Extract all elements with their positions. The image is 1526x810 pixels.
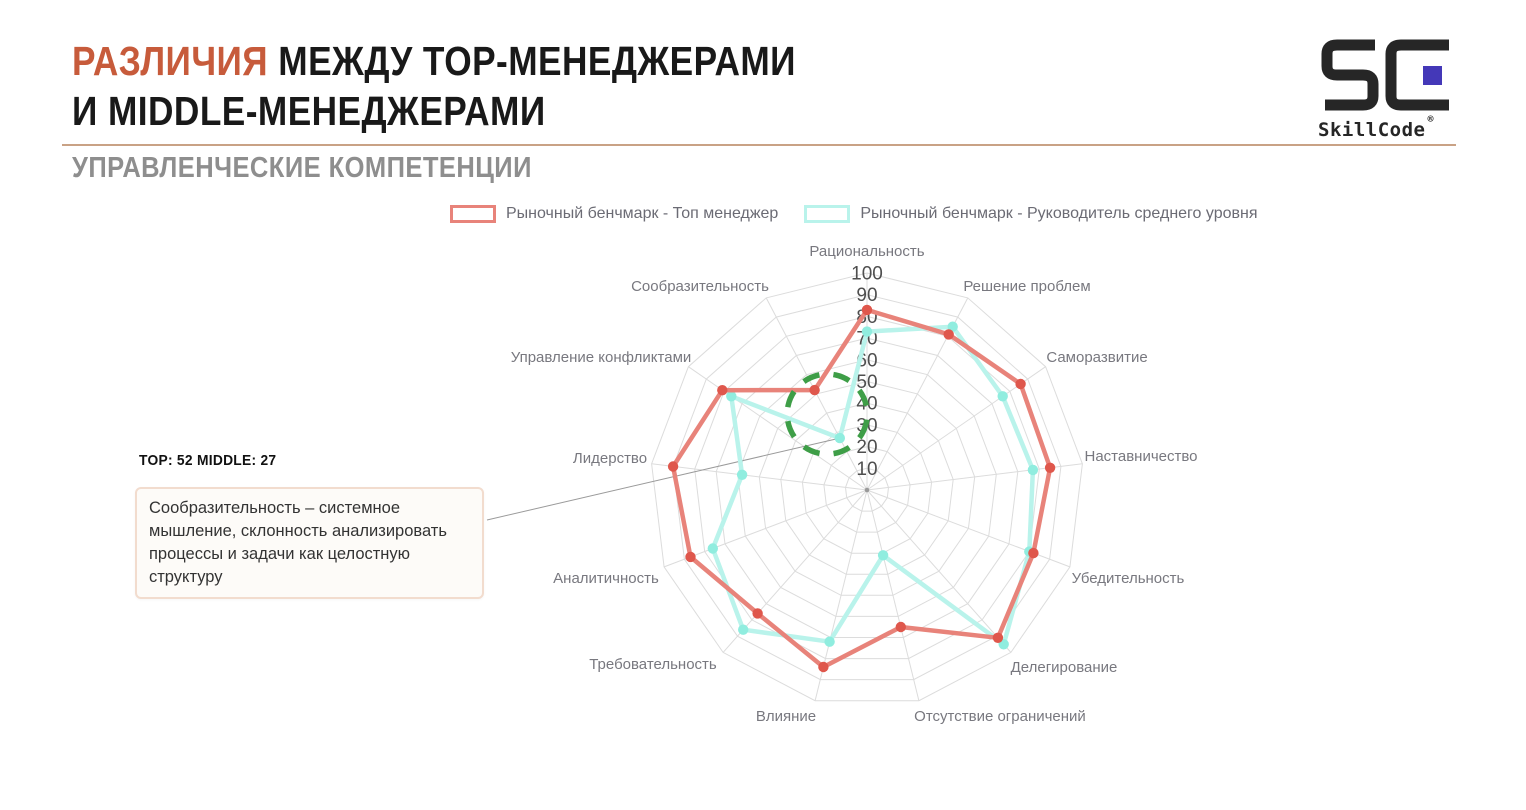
data-point[interactable] <box>717 385 728 396</box>
legend-item-middle-manager[interactable]: Рыночный бенчмарк - Руководитель среднег… <box>804 205 1258 223</box>
legend-label-top-manager: Рыночный бенчмарк - Топ менеджер <box>506 205 779 222</box>
data-point[interactable] <box>877 550 889 561</box>
data-point[interactable] <box>824 636 835 647</box>
data-point[interactable] <box>861 326 873 337</box>
page-title: РАЗЛИЧИЯ МЕЖДУ TOP-МЕНЕДЖЕРАМИ И MIDDLE-… <box>72 36 796 136</box>
page-title-line2: И MIDDLE-МЕНЕДЖЕРАМИ <box>72 88 546 135</box>
data-point[interactable] <box>738 624 749 635</box>
axis-label: Требовательность <box>589 656 717 673</box>
data-point[interactable] <box>752 608 763 619</box>
skillcode-logo-mark <box>1321 39 1449 111</box>
data-point[interactable] <box>1027 464 1039 476</box>
axis-label: Лидерство <box>573 450 647 467</box>
axis-label: Аналитичность <box>553 570 659 587</box>
registered-mark-icon: ® <box>1427 113 1434 125</box>
svg-text:20: 20 <box>856 437 877 458</box>
series-polygon <box>710 324 1036 647</box>
svg-text:10: 10 <box>856 459 877 480</box>
radar-axis-labels: Рациональность Решение проблем Саморазвити… <box>511 243 1198 725</box>
axis-label: Делегирование <box>1011 659 1118 676</box>
data-point[interactable] <box>834 432 845 444</box>
data-point[interactable] <box>685 551 696 563</box>
data-point[interactable] <box>992 632 1004 643</box>
data-point[interactable] <box>707 543 718 554</box>
data-point[interactable] <box>818 661 829 673</box>
data-point[interactable] <box>1044 462 1056 473</box>
data-point[interactable] <box>861 304 873 316</box>
axis-label: Убедительность <box>1072 570 1185 587</box>
page-title-accent: РАЗЛИЧИЯ <box>72 38 269 84</box>
highlight-circle <box>784 371 870 457</box>
page-subtitle: УПРАВЛЕНЧЕСКИЕ КОМПЕТЕНЦИИ <box>72 152 532 184</box>
data-point[interactable] <box>947 321 958 332</box>
data-point[interactable] <box>997 391 1008 402</box>
annotation-text: Сообразительность – системное мышление, … <box>149 499 447 587</box>
axis-label: Управление конфликтами <box>511 349 692 366</box>
legend-item-top-manager[interactable]: Рыночный бенчмарк - Топ менеджер <box>450 205 778 223</box>
page-title-rest: МЕЖДУ TOP-МЕНЕДЖЕРАМИ <box>268 38 796 84</box>
legend-swatch-middle-manager[interactable] <box>804 205 851 223</box>
title-divider <box>62 144 1456 146</box>
data-point[interactable] <box>1015 378 1026 390</box>
data-point[interactable] <box>736 469 748 480</box>
annotation-box: Сообразительность – системное мышление, … <box>135 487 484 600</box>
series-polygon <box>670 307 1053 670</box>
radar-grid <box>651 272 1083 702</box>
data-point[interactable] <box>726 391 737 402</box>
data-point[interactable] <box>1028 547 1039 559</box>
skillcode-logo-text: SkillCode ® <box>1318 113 1434 141</box>
chart-legend: Рыночный бенчмарк - Топ менеджер Рыночны… <box>450 205 1258 223</box>
svg-text:90: 90 <box>856 285 877 306</box>
data-point[interactable] <box>667 461 679 472</box>
axis-label: Решение проблем <box>963 278 1090 295</box>
data-point[interactable] <box>895 621 906 633</box>
axis-label: Рациональность <box>809 243 924 260</box>
axis-label: Наставничество <box>1084 448 1197 465</box>
series-middle-manager[interactable] <box>707 321 1039 650</box>
skillcode-logo: SkillCode ® <box>1318 36 1460 141</box>
axis-label: Отсутствие ограничений <box>914 708 1086 725</box>
axis-label: Влияние <box>756 708 816 725</box>
data-point[interactable] <box>809 384 820 396</box>
series-top-manager[interactable] <box>667 304 1056 673</box>
svg-text:100: 100 <box>851 264 883 285</box>
annotation-connector-line <box>486 437 840 521</box>
legend-label-middle-manager: Рыночный бенчмарк - Руководитель среднег… <box>860 205 1258 222</box>
svg-text:50: 50 <box>856 372 877 393</box>
legend-swatch-top-manager[interactable] <box>450 205 496 223</box>
annotation-stats: TOP: 52 MIDDLE: 27 <box>139 452 277 469</box>
axis-label: Саморазвитие <box>1046 349 1147 366</box>
data-point[interactable] <box>943 329 954 340</box>
axis-label: Сообразительность <box>631 278 769 295</box>
